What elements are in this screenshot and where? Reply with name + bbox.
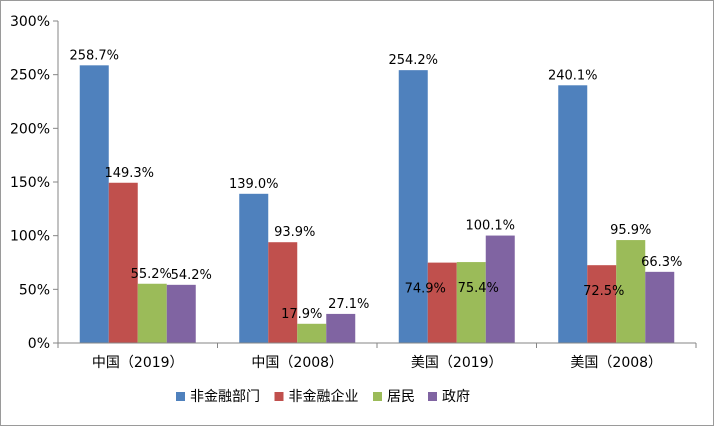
data-label: 55.2% xyxy=(131,267,172,282)
data-label: 54.2% xyxy=(171,268,212,283)
legend-swatch xyxy=(274,392,284,401)
bar-1-2 xyxy=(239,193,269,343)
bar-3-3 xyxy=(456,262,486,343)
data-label: 72.5% xyxy=(583,284,624,299)
data-label: 100.1% xyxy=(465,219,515,234)
data-label: 66.3% xyxy=(641,255,682,270)
x-category-label: 美国（2008） xyxy=(570,355,662,371)
y-tick-label: 200% xyxy=(10,121,50,137)
data-label: 93.9% xyxy=(274,225,315,240)
data-label: 75.4% xyxy=(458,281,499,296)
x-axis: 中国（2019） 中国（2008） 美国（2019） 美国（2008） xyxy=(57,342,697,371)
bar-1-4 xyxy=(558,85,588,343)
bar-1-3 xyxy=(398,70,428,344)
y-tick-label: 0% xyxy=(28,336,50,352)
x-category-label: 中国（2008） xyxy=(251,355,343,371)
legend-swatch xyxy=(373,392,382,401)
data-label: 74.9% xyxy=(405,282,446,297)
data-label: 27.1% xyxy=(328,297,369,312)
bar-2-3 xyxy=(427,262,457,343)
bar-4-1 xyxy=(166,284,196,343)
legend-label: 非金融企业 xyxy=(289,388,359,405)
y-tick-label: 250% xyxy=(10,68,50,84)
bar-2-4 xyxy=(587,265,617,343)
data-label: 258.7% xyxy=(69,48,119,63)
data-label: 17.9% xyxy=(281,307,322,322)
y-tick-label: 100% xyxy=(10,229,50,245)
y-tick-label: 50% xyxy=(19,282,50,298)
bar-2-2 xyxy=(268,242,298,343)
data-label: 95.9% xyxy=(610,223,651,238)
bar-4-3 xyxy=(485,235,515,343)
x-category-label: 美国（2019） xyxy=(411,355,503,371)
data-labels: 258.7% 139.0% 254.2% 240.1% 149.3% 93.9% 74.9%… xyxy=(69,48,682,321)
data-label: 240.1% xyxy=(548,68,598,83)
bar-4-2 xyxy=(326,313,356,343)
data-label: 254.2% xyxy=(388,53,438,68)
y-tick-label: 150% xyxy=(10,175,50,191)
data-label: 149.3% xyxy=(104,166,154,181)
bar-3-1 xyxy=(137,283,167,343)
bar-3-2 xyxy=(297,323,327,343)
legend-swatch xyxy=(176,392,185,401)
y-axis: 0% 50% 100% 150% 200% 250% 300% xyxy=(10,14,59,352)
bar-3-4 xyxy=(616,240,646,343)
bar-1-1 xyxy=(79,65,109,343)
y-tick-label: 300% xyxy=(10,14,50,30)
x-category-label: 中国（2019） xyxy=(92,355,184,371)
legend-label: 非金融部门 xyxy=(190,389,260,405)
bar-4-4 xyxy=(645,271,675,343)
legend-label: 政府 xyxy=(442,389,470,405)
legend-label: 居民 xyxy=(387,389,415,405)
bars xyxy=(79,65,675,344)
legend: 非金融部门 非金融企业 居民 政府 xyxy=(176,388,470,405)
legend-swatch xyxy=(428,392,437,401)
bar-2-1 xyxy=(108,182,138,343)
data-label: 139.0% xyxy=(229,177,279,192)
